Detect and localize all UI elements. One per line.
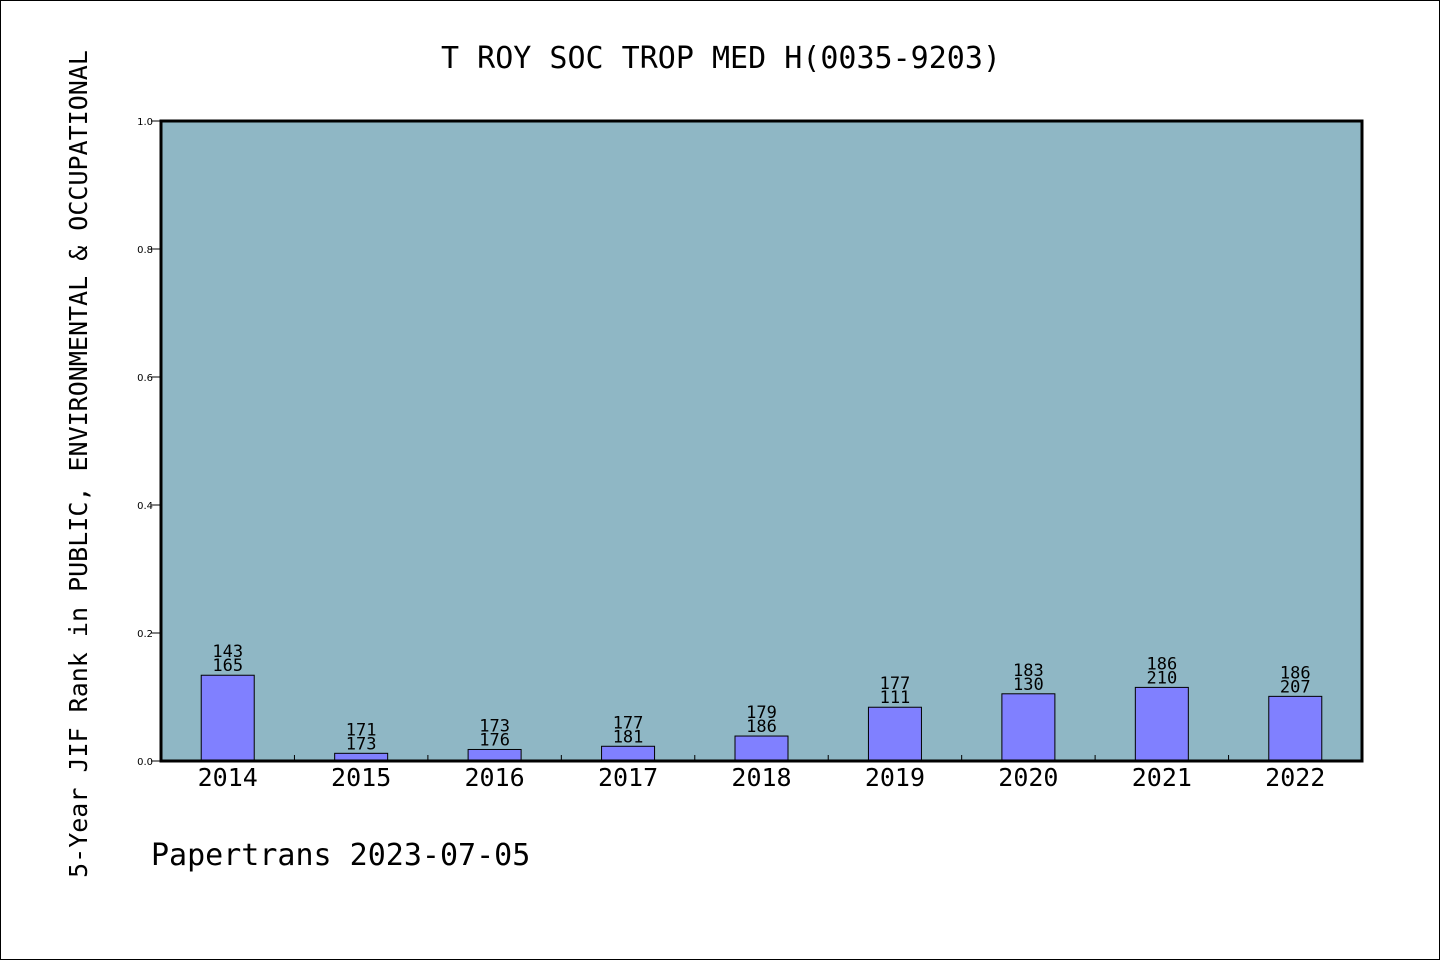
bar-label-bottom: 176	[479, 730, 510, 750]
plot-area	[161, 121, 1362, 761]
x-tick-label: 2022	[1265, 763, 1325, 792]
bar-label-bottom: 181	[613, 727, 644, 747]
bar-label-top: 171	[346, 720, 377, 740]
bar	[601, 745, 656, 762]
bar-label-bottom: 210	[1146, 668, 1177, 688]
bar-label-bottom: 186	[746, 717, 777, 737]
plot-border	[159, 119, 1364, 763]
y-tick-label: 1.0	[137, 117, 153, 128]
y-tick-label: 0.8	[137, 245, 153, 256]
bar-label-top: 177	[880, 674, 911, 694]
y-tick-label: 0.6	[137, 373, 153, 384]
ticks-layer: 0.0 0.2 0.4 0.6 0.8 1.0 2014 2015 2016 2017 2018 20…	[137, 117, 1325, 792]
x-tick-label: 2016	[465, 763, 525, 792]
bar	[734, 735, 789, 762]
bar-label-bottom: 165	[212, 656, 243, 676]
y-tick-label: 0.2	[137, 629, 153, 640]
bar-label-top: 143	[212, 642, 243, 662]
bar	[1001, 693, 1056, 762]
bar-label-top: 186	[1280, 663, 1311, 683]
y-tick-label: 0.4	[137, 501, 153, 512]
bar-label-bottom: 111	[880, 688, 911, 708]
x-tick-label: 2017	[598, 763, 658, 792]
x-tick-label: 2019	[865, 763, 925, 792]
bar	[1268, 695, 1323, 762]
bar-label-top: 183	[1013, 661, 1044, 681]
bar-label-bottom: 173	[346, 734, 377, 754]
x-tick-label: 2021	[1132, 763, 1192, 792]
bar	[467, 748, 522, 762]
footer-credit: Papertrans 2023-07-05	[151, 838, 530, 873]
x-tick-label: 2015	[331, 763, 391, 792]
bar-label-bottom: 207	[1280, 677, 1311, 697]
bar	[200, 674, 255, 762]
y-tick-label: 0.0	[137, 757, 153, 768]
bar-label-top: 179	[746, 703, 777, 723]
bar	[867, 706, 922, 762]
bar-label-top: 173	[479, 716, 510, 736]
bar-label-top: 186	[1146, 654, 1177, 674]
x-tick-label: 2018	[731, 763, 791, 792]
x-tick-label: 2020	[998, 763, 1058, 792]
bar-label-bottom: 130	[1013, 675, 1044, 695]
chart-title: T ROY SOC TROP MED H(0035-9203)	[441, 41, 1001, 76]
y-axis-label: 5-Year JIF Rank in PUBLIC, ENVIRONMENTAL…	[64, 50, 93, 878]
bar	[1134, 686, 1189, 762]
bar-label-top: 177	[613, 713, 644, 733]
x-tick-label: 2014	[198, 763, 258, 792]
